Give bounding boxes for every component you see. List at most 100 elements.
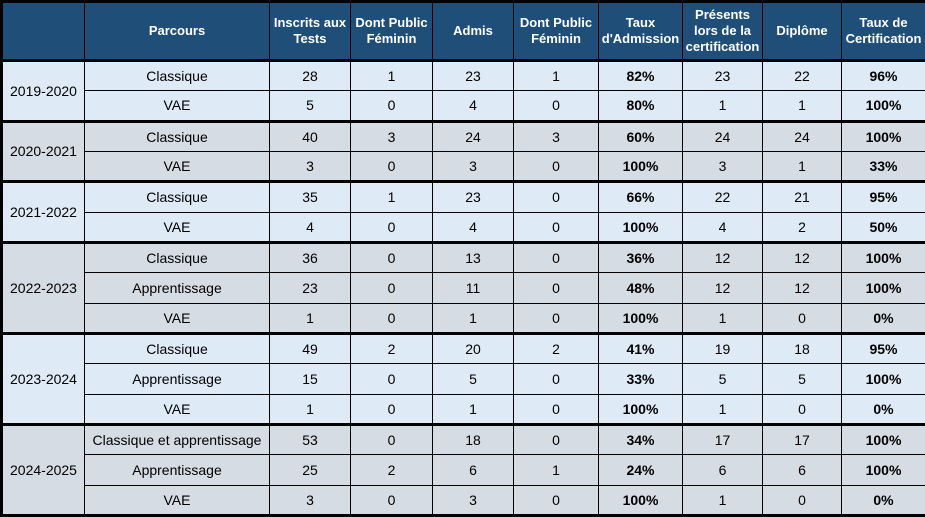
header-taux-admission: Taux d'Admission [598,1,683,62]
value-cell: 1 [682,484,763,517]
value-cell: 3 [432,484,514,517]
value-cell: 4 [269,211,351,243]
percent-cell: 100% [841,422,925,456]
table-row: 2019-2020 Classique 28 1 23 1 82% 23 22 96% [1,59,925,122]
value-cell: 0 [513,211,599,243]
value-cell: 13 [432,240,514,274]
table-row: 2023-2024 Classique 49 2 20 2 41% 19 18 95% [1,331,925,425]
percent-cell: 100% [598,484,683,517]
percent-cell: 100% [841,454,925,486]
table-row: VAE 5 0 4 0 80% 1 1 100% [2,90,925,122]
percent-cell: 96% [841,59,925,92]
year-cell: 2024-2025 [1,422,85,517]
percent-cell: 0% [841,302,925,334]
value-cell: 18 [762,331,842,365]
value-cell: 0 [513,393,599,425]
year-cell: 2019-2020 [1,60,85,122]
value-cell: 24 [762,119,842,152]
value-cell: 23 [432,59,514,92]
header-inscrits-tests: Inscrits aux Tests [269,1,351,62]
value-cell: 3 [432,150,514,183]
percent-cell: 100% [841,272,925,304]
value-cell: 28 [269,59,351,92]
parcours-cell: VAE [84,393,270,425]
value-cell: 5 [682,363,763,395]
value-cell: 23 [682,59,763,92]
value-cell: 1 [432,393,514,425]
value-cell: 24 [682,119,763,152]
percent-cell: 100% [598,393,683,425]
percent-cell: 95% [841,180,925,213]
value-cell: 40 [269,119,351,152]
table-header: Parcours Inscrits aux Tests Dont Public … [1,1,925,62]
value-cell: 12 [682,272,763,304]
value-cell: 17 [682,422,763,456]
value-cell: 15 [269,363,351,395]
value-cell: 0 [513,272,599,304]
header-dont-public-feminin-tests: Dont Public Féminin [350,1,433,62]
value-cell: 11 [432,272,514,304]
table-row: VAE 1 0 1 0 100% 1 0 0% [2,393,925,425]
value-cell: 3 [350,119,433,152]
percent-cell: 100% [598,150,683,183]
value-cell: 6 [762,454,842,486]
value-cell: 4 [682,211,763,243]
table-row: VAE 4 0 4 0 100% 4 2 50% [2,211,925,243]
table-row: 2020-2021 Classique 40 3 24 3 60% 24 24 100% [1,119,925,183]
value-cell: 0 [350,90,433,122]
value-cell: 2 [762,211,842,243]
value-cell: 0 [350,393,433,425]
value-cell: 1 [513,454,599,486]
header-row: Parcours Inscrits aux Tests Dont Public … [1,1,925,62]
percent-cell: 100% [598,302,683,334]
percent-cell: 41% [598,331,683,365]
header-taux-certification: Taux de Certification [841,1,925,62]
value-cell: 1 [762,150,842,183]
table-row: 2024-2025 Classique et apprentissage 53 0 18… [1,422,925,517]
percent-cell: 0% [841,484,925,517]
value-cell: 1 [269,302,351,334]
value-cell: 0 [513,422,599,456]
value-cell: 0 [513,90,599,122]
percent-cell: 48% [598,272,683,304]
percent-cell: 66% [598,180,683,213]
table-row: 2021-2022 Classique 35 1 23 0 66% 22 21 95% [1,180,925,243]
table-body: 2019-2020 Classique 28 1 23 1 82% 23 22 96% VAE 5 0 4… [1,59,925,517]
value-cell: 0 [350,150,433,183]
percent-cell: 33% [598,363,683,395]
value-cell: 2 [350,331,433,365]
value-cell: 18 [432,422,514,456]
header-dont-public-feminin-admis: Dont Public Féminin [513,1,599,62]
table-row: Apprentissage 23 0 11 0 48% 12 12 100% [2,272,925,304]
parcours-cell: Classique [84,331,270,365]
parcours-cell: VAE [84,484,270,517]
header-year [1,1,85,62]
parcours-cell: Apprentissage [84,454,270,486]
header-presents-certification: Présents lors de la certification [682,1,763,62]
value-cell: 0 [350,240,433,274]
value-cell: 1 [432,302,514,334]
value-cell: 4 [432,211,514,243]
parcours-cell: VAE [84,302,270,334]
parcours-cell: VAE [84,90,270,122]
value-cell: 24 [432,119,514,152]
value-cell: 12 [762,240,842,274]
value-cell: 0 [513,484,599,517]
percent-cell: 50% [841,211,925,243]
value-cell: 1 [682,302,763,334]
value-cell: 1 [350,180,433,213]
value-cell: 35 [269,180,351,213]
percent-cell: 24% [598,454,683,486]
value-cell: 0 [762,484,842,517]
parcours-cell: VAE [84,211,270,243]
value-cell: 0 [513,363,599,395]
table-row: VAE 1 0 1 0 100% 1 0 0% [2,302,925,334]
table-row: VAE 3 0 3 0 100% 1 0 0% [2,484,925,517]
value-cell: 12 [682,240,763,274]
parcours-cell: Apprentissage [84,272,270,304]
value-cell: 25 [269,454,351,486]
value-cell: 22 [762,59,842,92]
value-cell: 0 [350,272,433,304]
value-cell: 1 [762,90,842,122]
